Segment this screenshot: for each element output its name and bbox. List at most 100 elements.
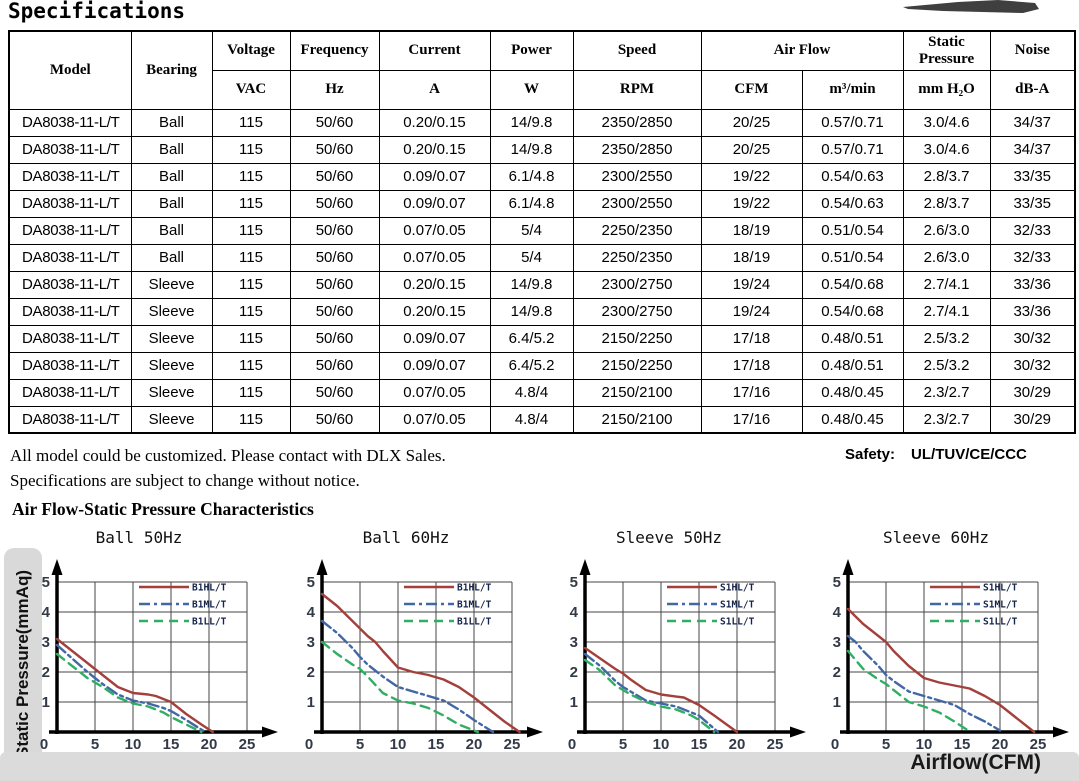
table-cell: 30/32	[989, 351, 1076, 380]
table-cell: 4.8/4	[489, 378, 574, 407]
table-cell: 115	[211, 270, 291, 299]
table-cell: 0.51/0.54	[801, 243, 904, 272]
table-cell: 115	[211, 324, 291, 353]
table-cell: 0.09/0.07	[378, 324, 491, 353]
table-cell: 18/19	[700, 243, 803, 272]
table-cell: 33/36	[989, 297, 1076, 326]
table-cell: 0.07/0.05	[378, 216, 491, 245]
col-header-voltage: Voltage	[211, 30, 291, 71]
table-row: DA8038-11-L/T Sleeve 115 50/60 0.09/0.07 6.4/…	[8, 351, 1076, 380]
x-tick-label: 20	[729, 736, 746, 753]
table-cell: DA8038-11-L/T	[8, 324, 132, 353]
col-header-airflow: Air Flow	[700, 30, 904, 71]
table-cell: 0.54/0.68	[801, 270, 904, 299]
table-cell: 6.4/5.2	[489, 351, 574, 380]
x-tick-label: 20	[201, 736, 218, 753]
unit-voltage: VAC	[211, 69, 291, 110]
unit-frequency: Hz	[289, 69, 380, 110]
table-cell: 2250/2350	[572, 243, 702, 272]
table-cell: 3.0/4.6	[902, 135, 991, 164]
table-cell: 33/35	[989, 189, 1076, 218]
footnote-disclaimer: Specifications are subject to change wit…	[10, 471, 360, 490]
y-tick-label: 5	[570, 574, 578, 591]
series-curve	[583, 646, 739, 734]
table-cell: 2300/2750	[572, 270, 702, 299]
series-curve	[846, 607, 1036, 734]
table-row: DA8038-11-L/T Ball 115 50/60 0.09/0.07 6.1/4.…	[8, 189, 1076, 218]
y-tick-label: 1	[307, 694, 315, 711]
table-cell: Ball	[130, 216, 213, 245]
x-axis-label: Airflow(CFM)	[910, 751, 1041, 774]
table-cell: 2350/2850	[572, 108, 702, 137]
table-cell: 17/18	[700, 351, 803, 380]
y-tick-label: 5	[833, 574, 841, 591]
col-header-model: Model	[8, 30, 132, 110]
y-tick-label: 2	[570, 664, 578, 681]
legend-label: B1ML/T	[457, 600, 492, 611]
table-cell: 6.1/4.8	[489, 189, 574, 218]
table-cell: 50/60	[289, 135, 380, 164]
table-cell: 20/25	[700, 135, 803, 164]
table-cell: 33/36	[989, 270, 1076, 299]
table-cell: 5/4	[489, 216, 574, 245]
table-cell: 2350/2850	[572, 135, 702, 164]
table-cell: DA8038-11-L/T	[8, 189, 132, 218]
x-tick-label: 0	[831, 736, 839, 753]
y-axis-arrow	[316, 559, 328, 575]
y-tick-label: 5	[307, 574, 315, 591]
table-cell: 19/22	[700, 189, 803, 218]
legend-label: S1LL/T	[983, 617, 1018, 628]
table-cell: Ball	[130, 162, 213, 191]
table-cell: 0.57/0.71	[801, 135, 904, 164]
table-cell: 4.8/4	[489, 405, 574, 434]
unit-noise: dB-A	[989, 69, 1076, 110]
table-cell: 14/9.8	[489, 135, 574, 164]
x-tick-label: 25	[1030, 736, 1047, 753]
series-curve	[55, 652, 203, 734]
section-heading: Air Flow-Static Pressure Characteristics	[12, 499, 314, 519]
x-tick-label: 25	[767, 736, 784, 753]
table-cell: 30/29	[989, 378, 1076, 407]
x-tick-label: 10	[390, 736, 407, 753]
table-cell: 115	[211, 378, 291, 407]
table-cell: DA8038-11-L/T	[8, 108, 132, 137]
table-cell: 2.8/3.7	[902, 189, 991, 218]
col-header-frequency: Frequency	[289, 30, 380, 71]
x-axis-arrow	[1053, 726, 1069, 738]
table-cell: 6.4/5.2	[489, 324, 574, 353]
y-tick-label: 4	[307, 604, 316, 621]
safety-certifications: Safety: UL/TUV/CE/CCC	[845, 446, 1027, 463]
table-cell: 115	[211, 135, 291, 164]
table-cell: 2150/2250	[572, 351, 702, 380]
table-cell: DA8038-11-L/T	[8, 405, 132, 434]
x-tick-label: 15	[954, 736, 971, 753]
series-curve	[55, 637, 215, 734]
legend-label: S1LL/T	[720, 617, 755, 628]
table-cell: 2.3/2.7	[902, 378, 991, 407]
table-cell: 0.48/0.51	[801, 351, 904, 380]
footnote-customization: All model could be customized. Please co…	[10, 446, 446, 465]
table-cell: 50/60	[289, 216, 380, 245]
table-cell: DA8038-11-L/T	[8, 378, 132, 407]
chart-ball-50hz: 0 5 10 15 20 25 1 2 3 4 5 B1HL/T B1ML/T B1LL/T	[40, 559, 278, 753]
legend-label: S1ML/T	[983, 600, 1018, 611]
spec-table-body: DA8038-11-L/T Ball 115 50/60 0.20/0.15 14/9.8…	[8, 108, 1076, 434]
table-cell: 32/33	[989, 216, 1076, 245]
table-cell: 14/9.8	[489, 297, 574, 326]
chart-title-sleeve-50hz: Sleeve 50Hz	[616, 528, 722, 547]
chart-title-ball-60hz: Ball 60Hz	[362, 528, 450, 547]
chart-sleeve-60hz: 0 5 10 15 20 25 1 2 3 4 5 S1HL/T S1ML/T S1LL/T	[831, 559, 1069, 753]
chart-sleeve-50hz: 0 5 10 15 20 25 1 2 3 4 5 S1HL/T S1ML/T S1LL/T	[568, 559, 806, 753]
table-cell: Sleeve	[130, 297, 213, 326]
legend-label: S1ML/T	[720, 600, 755, 611]
table-cell: 0.07/0.05	[378, 243, 491, 272]
y-tick-label: 3	[42, 634, 50, 651]
x-axis-arrow	[262, 726, 278, 738]
legend-label: B1HL/T	[457, 583, 492, 594]
table-cell: 115	[211, 216, 291, 245]
table-cell: 115	[211, 297, 291, 326]
x-tick-label: 20	[992, 736, 1009, 753]
table-cell: 0.09/0.07	[378, 189, 491, 218]
unit-power: W	[489, 69, 574, 110]
legend-label: B1HL/T	[192, 583, 227, 594]
